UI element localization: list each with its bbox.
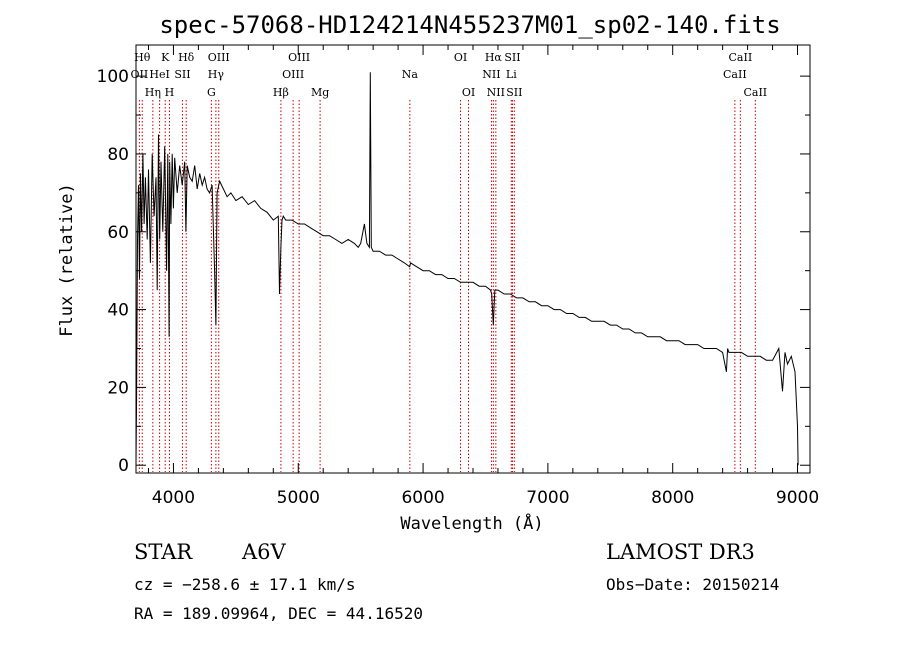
x-tick-label: 6000	[401, 488, 444, 508]
spectral-line-label: CaII	[723, 68, 747, 81]
y-tick-label: 60	[107, 223, 129, 243]
spectral-line-label: NII	[482, 68, 500, 81]
spectral-line-label: SII	[506, 86, 522, 99]
spectral-line-label: HeI	[149, 68, 169, 81]
spectral-subclass: A6V	[241, 540, 287, 564]
spectral-line-label: Li	[506, 68, 517, 81]
plot-frame	[135, 44, 811, 474]
coordinates: RA = 189.09964, DEC = 44.16520	[134, 604, 423, 623]
flux-series-line	[135, 72, 799, 466]
spectral-line-label: Hδ	[178, 51, 195, 64]
spectral-line-label: CaII	[743, 86, 767, 99]
x-axis-ticks: 4000 5000 6000 7000 8000 9000	[147, 45, 819, 508]
spectral-line-labels: OII Hθ Hη HeI K H SII Hδ G Hγ OIII Hβ OIII OIII Mg Na OI…	[131, 51, 768, 99]
y-tick-label: 100	[97, 67, 129, 87]
spectral-line-label: NII	[487, 86, 505, 99]
spectral-line-label: OIII	[288, 51, 310, 64]
chart-title: spec-57068-HD124214N455237M01_sp02-140.f…	[159, 11, 780, 39]
x-tick-label: 7000	[526, 488, 569, 508]
spectral-line-label: Na	[402, 68, 419, 81]
spectral-line-label: Hη	[145, 86, 161, 99]
observation-date: Obs−Date: 20150214	[606, 575, 779, 594]
spectral-line-label: K	[161, 51, 170, 64]
x-tick-label: 8000	[651, 488, 694, 508]
x-tick-label: 5000	[277, 488, 320, 508]
spectral-line-label: OII	[131, 68, 149, 81]
x-axis-label: Wavelength (Å)	[400, 512, 543, 534]
spectral-line-label: SII	[504, 51, 520, 64]
spectral-line-label: OIII	[208, 51, 230, 64]
spectral-line-label: CaII	[729, 51, 753, 64]
spectral-line-label: Hα	[485, 51, 503, 64]
spectral-line-label: Mg	[311, 86, 329, 99]
spectral-line-label: Hβ	[273, 86, 289, 99]
y-tick-label: 80	[107, 145, 129, 165]
x-tick-label: 9000	[776, 488, 819, 508]
spectral-line-label: Hγ	[208, 68, 225, 81]
spectral-line-label: OI	[462, 86, 475, 99]
spectral-line-label: OI	[454, 51, 467, 64]
survey-name: LAMOST DR3	[606, 540, 755, 564]
y-tick-label: 0	[118, 456, 129, 476]
spectral-line-label: H	[165, 86, 175, 99]
spectral-line-label: OIII	[282, 68, 304, 81]
y-axis-label: Flux (relative)	[57, 183, 77, 337]
y-tick-label: 40	[107, 301, 129, 321]
redshift-velocity: cz = −258.6 ± 17.1 km/s	[134, 575, 356, 594]
y-tick-label: 20	[107, 378, 129, 398]
x-tick-label: 4000	[152, 488, 195, 508]
spectral-line-label: G	[207, 86, 216, 99]
object-class: STAR	[134, 540, 193, 564]
spectral-line-label: Hθ	[134, 51, 151, 64]
spectral-line-markers	[138, 100, 756, 472]
y-axis-ticks: 0 20 40 60 80 100	[97, 67, 810, 476]
spectral-line-label: SII	[174, 68, 190, 81]
